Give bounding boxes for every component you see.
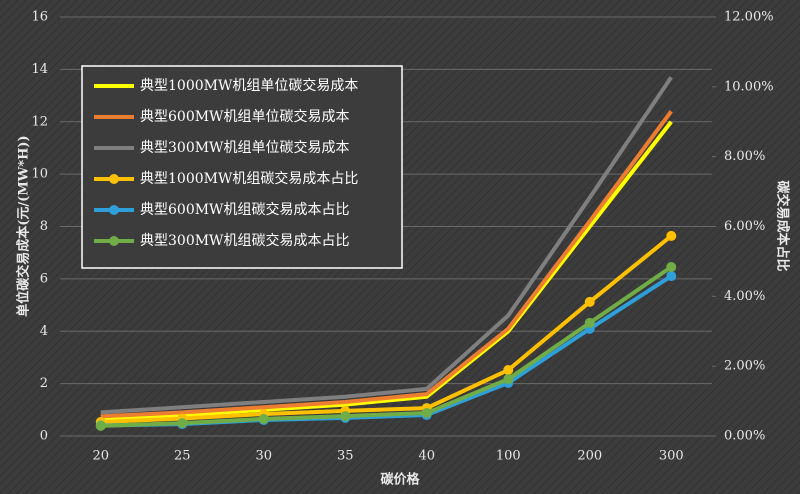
legend-label: 典型1000MW机组单位碳交易成本	[140, 77, 358, 94]
y2-tick-label: 2.00%	[724, 359, 765, 374]
point	[340, 411, 351, 422]
y2-tick-label: 12.00%	[724, 10, 774, 25]
legend-label: 典型300MW机组碳交易成本占比	[140, 232, 349, 249]
point	[177, 418, 188, 429]
y-tick-label: 6	[40, 271, 48, 286]
legend-label: 典型600MW机组单位碳交易成本	[140, 108, 349, 125]
point	[666, 230, 677, 241]
legend-marker	[109, 236, 119, 246]
series-line	[100, 120, 673, 423]
point	[95, 420, 106, 431]
x-tick-label: 25	[174, 449, 191, 464]
x-tick-label: 300	[659, 449, 684, 464]
legend-box	[81, 65, 403, 269]
legend-marker	[109, 205, 119, 215]
legend-label: 典型600MW机组碳交易成本占比	[140, 201, 349, 218]
y-tick-label: 2	[40, 376, 48, 391]
y2-tick-label: 6.00%	[724, 219, 765, 234]
point	[421, 407, 432, 418]
x-tick-label: 35	[337, 449, 354, 464]
point	[584, 296, 595, 307]
x-tick-label: 200	[577, 449, 602, 464]
point	[666, 262, 677, 273]
x-tick-label: 20	[92, 449, 109, 464]
legend-marker	[109, 174, 119, 184]
series-line	[100, 110, 673, 419]
y2-axis-title: 碳交易成本占比	[775, 180, 791, 271]
legend-label: 典型1000MW机组碳交易成本占比	[140, 170, 358, 187]
y-tick-label: 16	[31, 10, 48, 25]
y-tick-label: 14	[31, 62, 48, 77]
x-tick-label: 40	[418, 449, 435, 464]
point	[503, 374, 514, 385]
y-tick-label: 10	[31, 167, 48, 182]
x-axis-title: 碳价格	[380, 472, 420, 488]
y2-tick-label: 0.00%	[724, 429, 765, 444]
y-tick-label: 8	[40, 219, 48, 234]
y2-tick-label: 8.00%	[724, 149, 765, 164]
x-tick-label: 100	[496, 449, 521, 464]
y2-tick-label: 4.00%	[724, 289, 765, 304]
x-tick-label: 30	[255, 449, 272, 464]
point	[584, 317, 595, 328]
series-line	[100, 76, 673, 415]
y2-tick-label: 10.00%	[724, 79, 774, 94]
point	[258, 413, 269, 424]
y-tick-label: 4	[40, 324, 48, 339]
y-axis-title: 单位碳交易成本(元/(MW*H))	[16, 135, 32, 316]
series-line	[100, 234, 673, 425]
y-tick-label: 12	[31, 114, 48, 129]
point	[666, 271, 677, 282]
series-line	[100, 265, 673, 428]
y-tick-label: 0	[40, 429, 48, 444]
legend-label: 典型300MW机组单位碳交易成本	[140, 139, 349, 156]
point	[503, 365, 514, 376]
